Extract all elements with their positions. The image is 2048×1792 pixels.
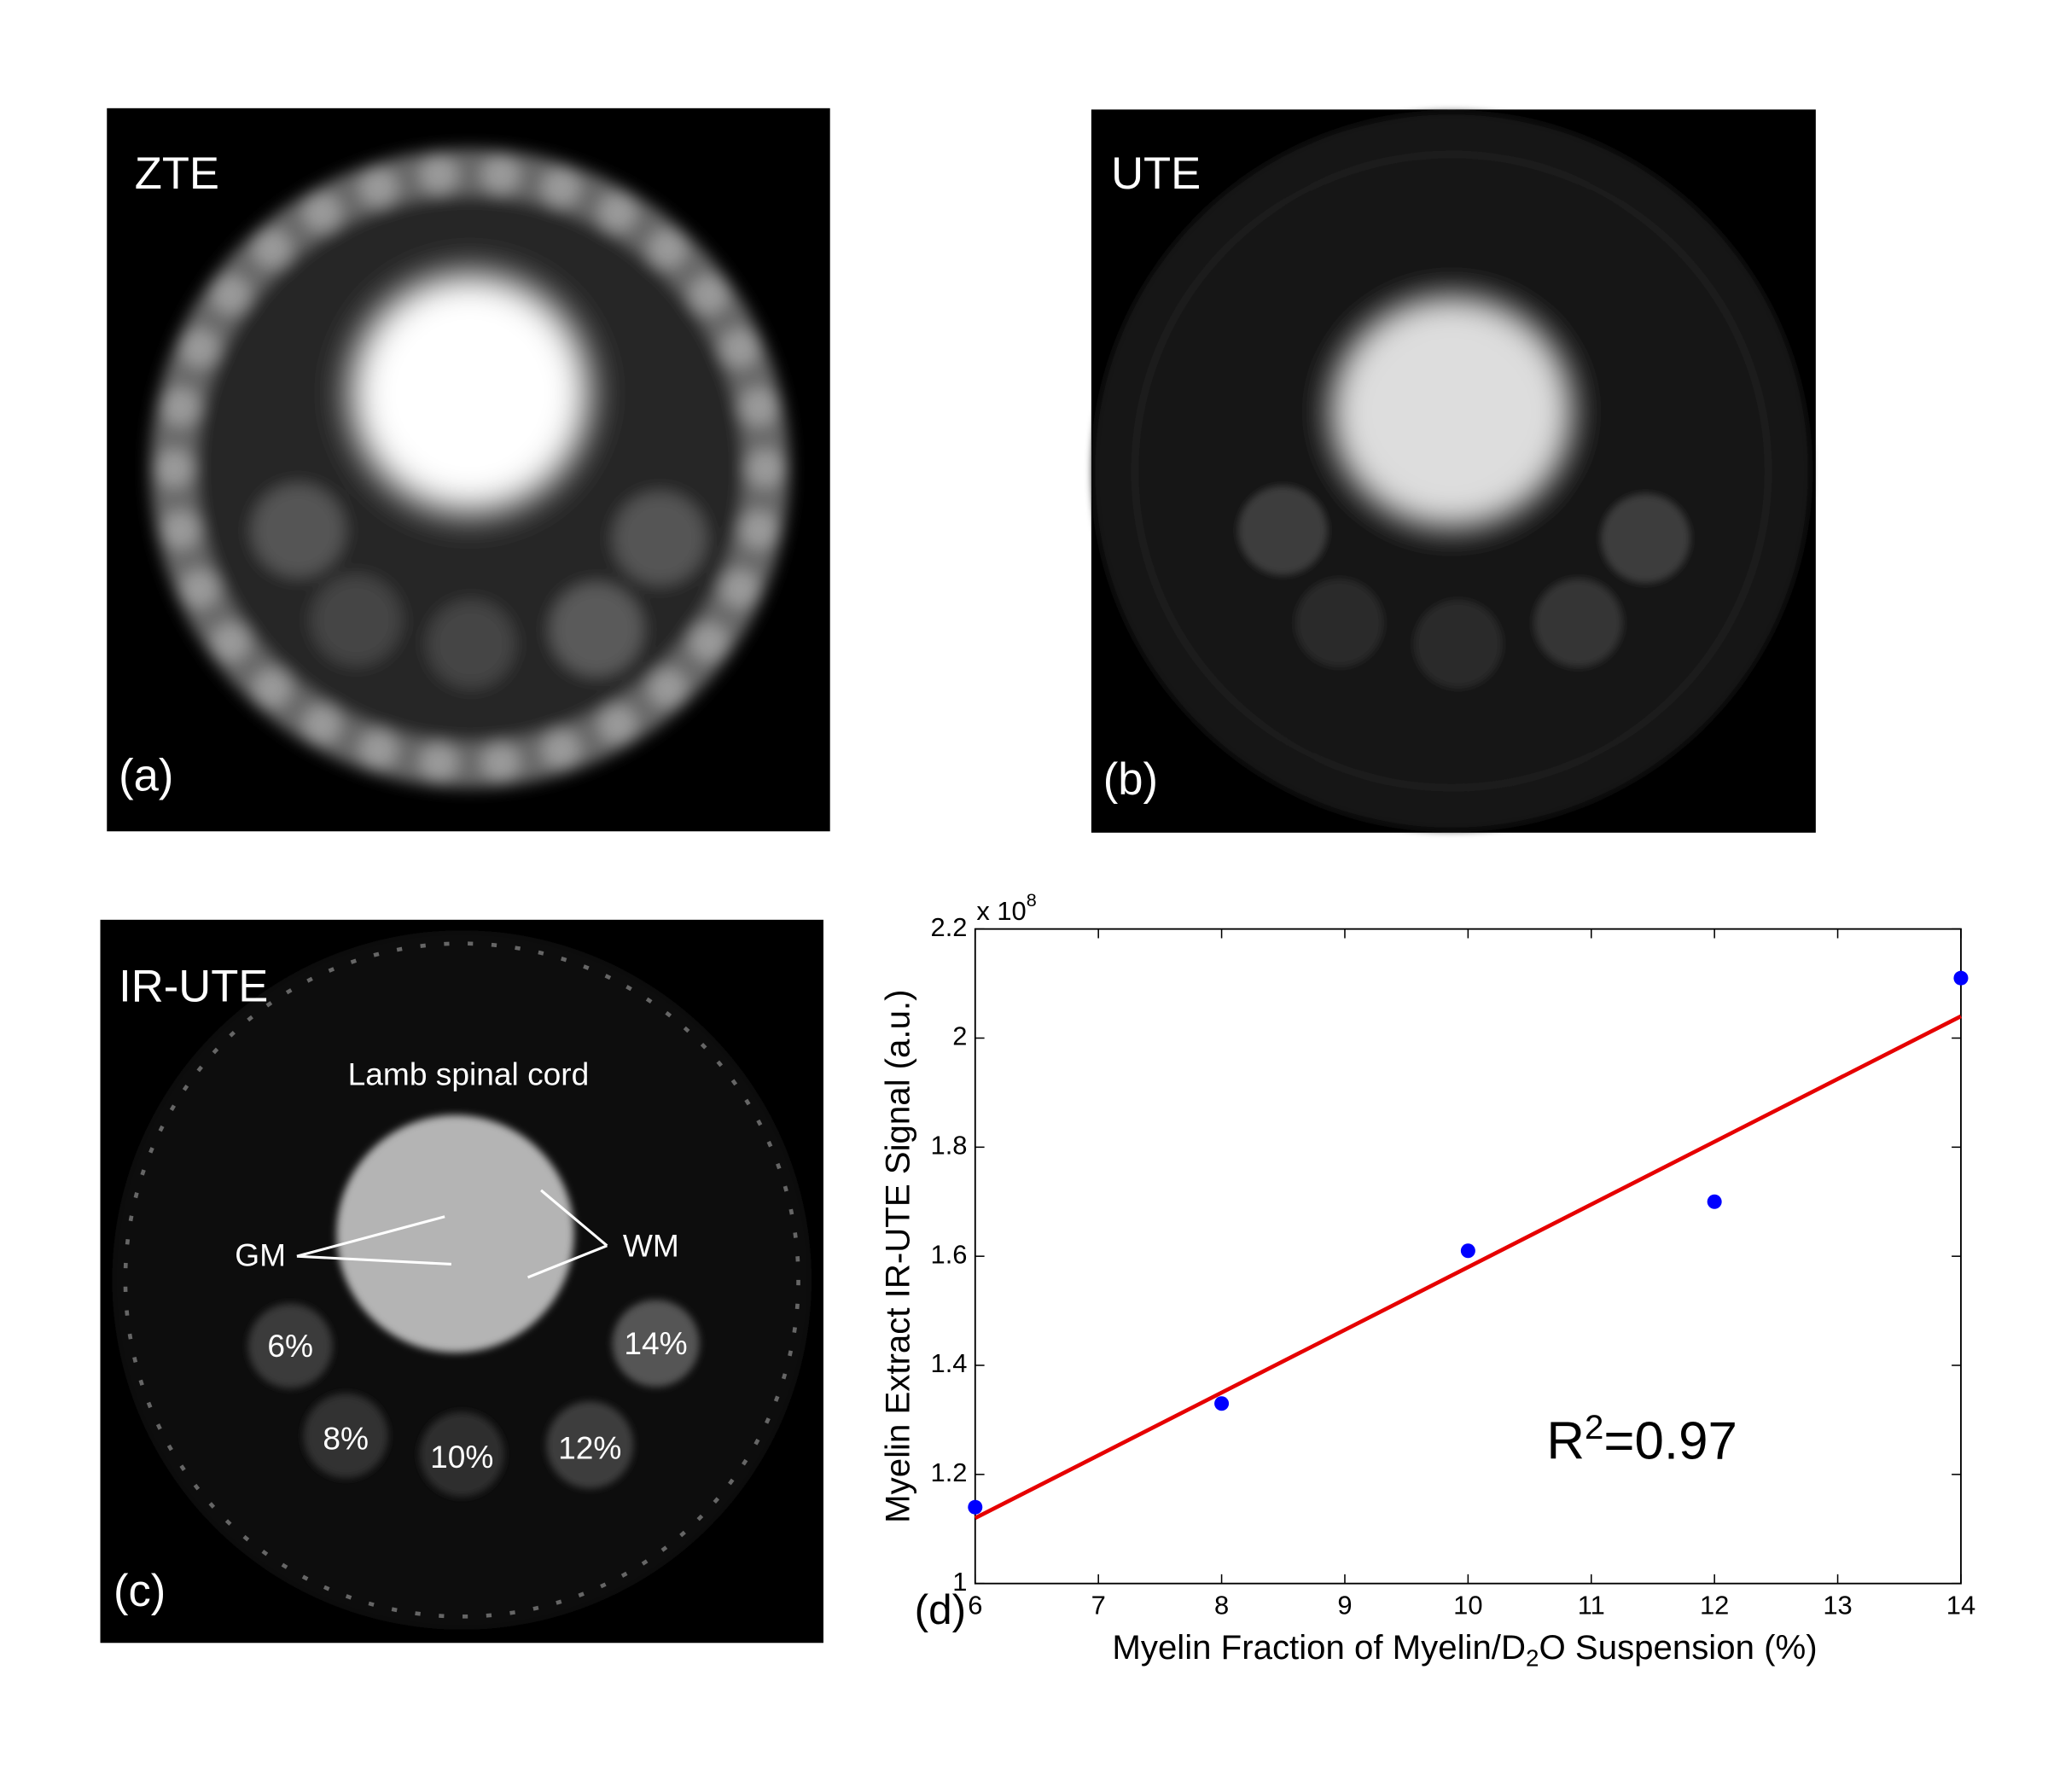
ring-dot <box>420 743 457 782</box>
panel-tag: (c) <box>113 1566 166 1616</box>
y-tick-label: 1.8 <box>931 1131 968 1161</box>
ring-dot <box>721 329 759 367</box>
x-tick-label: 7 <box>1091 1591 1106 1620</box>
panel-a: ZTE (a) <box>107 108 830 832</box>
ring-dot <box>599 194 637 231</box>
x-tick-label: 14 <box>1946 1591 1975 1620</box>
phantom <box>150 148 789 788</box>
data-point <box>1214 1396 1230 1411</box>
vial-label: 12% <box>558 1429 621 1465</box>
annotation: R2=0.97 <box>1546 1407 1737 1470</box>
annotation: Lamb spinal cord <box>348 1056 590 1092</box>
ring-dot <box>181 570 218 608</box>
ring-dot <box>690 623 728 661</box>
y-tick-label: 1.6 <box>931 1239 968 1269</box>
panel-tag: (b) <box>1103 754 1158 805</box>
ring-dot <box>649 230 686 268</box>
vial-label: 6% <box>267 1328 313 1364</box>
ring-dot <box>542 168 580 207</box>
panel-label: UTE <box>1111 148 1201 199</box>
ring-dot <box>212 276 249 314</box>
y-tick-label: 2 <box>952 1021 967 1051</box>
y-axis-label: Myelin Extract IR-UTE Signal (a.u.) <box>878 990 916 1523</box>
ring-dot <box>253 230 291 268</box>
ring-dot <box>649 669 686 707</box>
ring-dot <box>359 168 398 207</box>
panel-c: IR-UTE Lamb spinal cord GM WM 6% 8% 10% … <box>100 919 823 1644</box>
pointer-lines <box>296 1189 608 1279</box>
fit-line <box>974 1014 1963 1521</box>
panel-d: (d) Myelin Fraction of Myelin/D2O Suspen… <box>878 889 1975 1672</box>
panel-b: UTE (b) <box>1091 109 1816 833</box>
ring-dot <box>162 388 200 426</box>
ring-dot <box>482 155 520 194</box>
x-tick-label: 8 <box>1214 1591 1229 1620</box>
x-tick-label: 11 <box>1578 1591 1605 1620</box>
x-tick-label: 12 <box>1700 1591 1729 1620</box>
y-tick-label: 2.2 <box>931 912 968 942</box>
annotation: GM <box>235 1237 286 1273</box>
ring-dot <box>721 570 759 608</box>
y-tick-label: 1.4 <box>931 1348 968 1378</box>
ring-dot <box>482 743 520 782</box>
ring-dot <box>303 706 340 743</box>
figure-content: ZTE (a) UTE (b) <box>100 108 1975 1672</box>
data-point <box>968 1499 983 1515</box>
vial-label: 10% <box>430 1439 493 1475</box>
axis-multiplier: x 108 <box>976 889 1036 926</box>
ring-dot <box>212 623 249 661</box>
x-axis-label: Myelin Fraction of Myelin/D2O Suspension… <box>1112 1628 1817 1672</box>
ring-dot <box>253 669 291 707</box>
data-point <box>1460 1243 1475 1259</box>
ring-dot <box>747 450 784 487</box>
x-tick-label: 10 <box>1453 1591 1482 1620</box>
x-tick-label: 6 <box>968 1591 982 1620</box>
phantom <box>112 930 812 1630</box>
ring-dot <box>740 388 777 426</box>
ring-dot <box>162 511 200 549</box>
annotation: WM <box>623 1228 679 1264</box>
panel-label: ZTE <box>135 148 219 199</box>
ring-dot <box>420 155 457 194</box>
ring-dot <box>542 730 580 769</box>
ring-dot <box>303 194 340 231</box>
ring-dot <box>155 450 193 487</box>
panel-label: IR-UTE <box>119 962 268 1012</box>
ring-dot <box>690 276 728 314</box>
vial-label: 14% <box>624 1325 687 1361</box>
ring-dot <box>740 511 777 549</box>
ring-dot <box>359 730 398 769</box>
phantom <box>1092 112 1811 830</box>
panel-tag: (d) <box>915 1586 966 1633</box>
vial-label: 8% <box>323 1420 369 1456</box>
data-point <box>1707 1194 1722 1209</box>
y-tick-label: 1 <box>952 1567 967 1597</box>
y-tick-label: 1.2 <box>931 1457 968 1487</box>
data-point <box>1953 970 1969 986</box>
ring-dot <box>181 329 218 367</box>
ring-dot <box>599 706 637 743</box>
x-tick-label: 9 <box>1337 1591 1352 1620</box>
x-tick-label: 13 <box>1823 1591 1852 1620</box>
panel-tag: (a) <box>119 750 173 800</box>
